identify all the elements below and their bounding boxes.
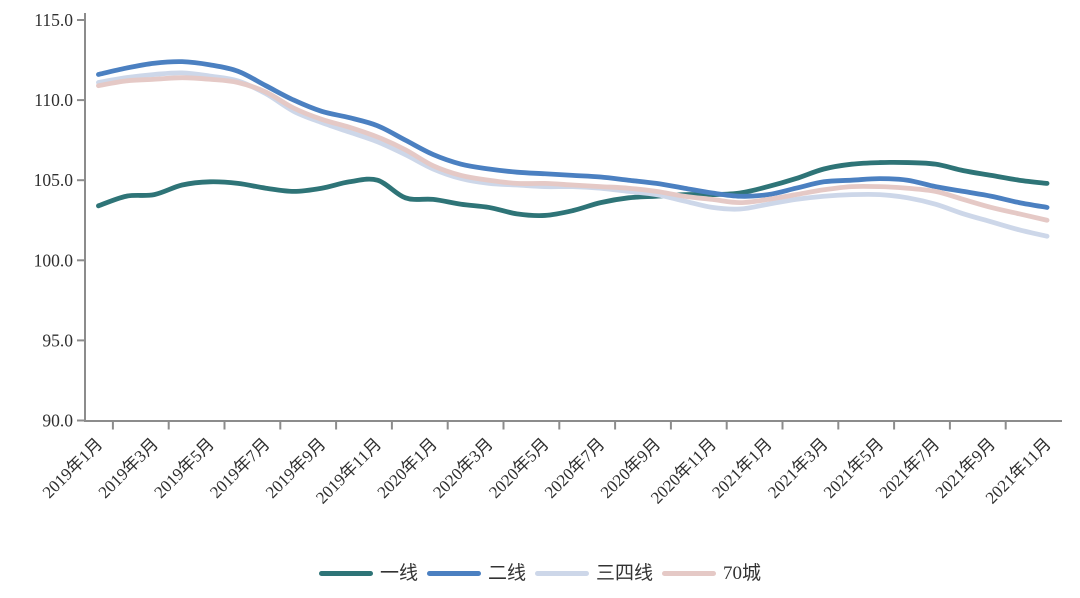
x-tick-label: 2020年1月 xyxy=(373,434,441,502)
chart-legend: 一线 二线 三四线 70城 xyxy=(0,556,1080,590)
legend-label-2: 三四线 xyxy=(596,562,654,584)
legend-label-0: 一线 xyxy=(379,562,418,584)
legend-swatch-2 xyxy=(535,570,589,576)
x-tick-label: 2020年5月 xyxy=(485,434,553,502)
x-tick-label: 2019年5月 xyxy=(150,434,218,502)
series-line-1 xyxy=(96,59,1050,210)
x-tick-label: 2020年3月 xyxy=(429,434,497,502)
y-tick-label: 90.0 xyxy=(42,411,73,431)
legend-swatch-1 xyxy=(426,570,481,576)
legend-label-1: 二线 xyxy=(487,562,526,584)
x-tick-label: 2021年5月 xyxy=(820,434,888,502)
chart-canvas: 90.095.0100.0105.0110.0115.02019年1月2019年… xyxy=(34,10,1062,507)
legend-swatch-0 xyxy=(318,570,373,576)
legend-swatch-3 xyxy=(662,570,717,576)
y-tick-label: 100.0 xyxy=(34,250,74,270)
legend-item-1: 二线 xyxy=(426,562,526,584)
legend-label-3: 70城 xyxy=(723,562,762,584)
x-tick-label: 2021年1月 xyxy=(708,434,776,502)
x-tick-label: 2020年7月 xyxy=(541,434,609,502)
x-tick-label: 2019年3月 xyxy=(95,434,163,502)
y-tick-label: 115.0 xyxy=(34,10,73,30)
x-tick-label: 2021年3月 xyxy=(764,434,832,502)
series-line-0 xyxy=(96,159,1050,219)
legend-item-2: 三四线 xyxy=(535,564,653,583)
series-line-3 xyxy=(96,75,1050,223)
legend-item-0: 一线 xyxy=(318,562,418,584)
x-tick-label: 2021年7月 xyxy=(876,434,944,502)
y-tick-label: 110.0 xyxy=(34,90,73,110)
y-tick-label: 95.0 xyxy=(42,330,73,350)
line-chart-figure: 90.0 95.0 100.0 105.0 110.0 115.0 2019年1月 2019年… xyxy=(34,10,1062,507)
x-tick-label: 2019年1月 xyxy=(39,434,107,502)
y-tick-label: 105.0 xyxy=(34,170,74,190)
x-tick-label: 2019年7月 xyxy=(206,434,274,502)
legend-item-3: 70城 xyxy=(662,564,761,583)
